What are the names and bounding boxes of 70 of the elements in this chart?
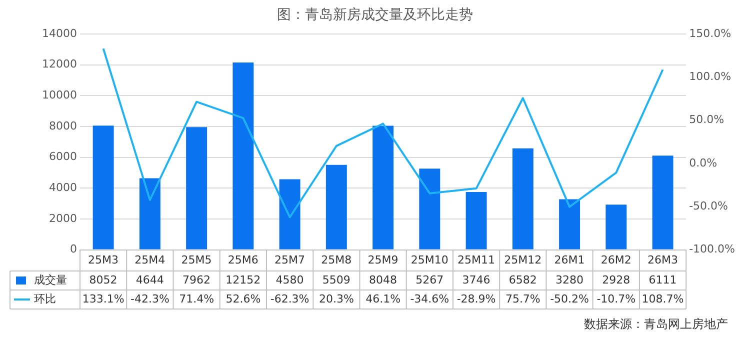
y-tick-label: 4000 — [49, 181, 77, 194]
data-label: -28.9% — [456, 292, 496, 306]
y-tick-label: 10000 — [42, 88, 77, 102]
data-label: 71.4% — [179, 292, 214, 306]
x-tick-label: 26M1 — [554, 253, 585, 266]
bar — [92, 126, 114, 250]
data-label: 6582 — [508, 273, 537, 286]
bar — [512, 148, 534, 250]
x-tick-label: 25M8 — [321, 253, 352, 266]
data-label: 5267 — [416, 273, 444, 286]
bar — [279, 179, 300, 250]
data-label: -62.3% — [270, 292, 310, 306]
legend-label: 环比 — [34, 292, 56, 306]
data-label: 7962 — [182, 273, 211, 286]
data-label: 8052 — [89, 273, 118, 286]
data-label: -10.7% — [596, 292, 636, 306]
data-label: -42.3% — [130, 292, 170, 306]
bar — [186, 127, 208, 250]
y2-tick-label: 0.0% — [689, 156, 718, 170]
data-label: -34.6% — [410, 292, 450, 306]
bar — [232, 62, 254, 250]
x-tick-label: 25M11 — [458, 253, 496, 266]
bar — [419, 168, 440, 250]
data-label: 12152 — [226, 273, 261, 286]
data-label: 4580 — [276, 273, 304, 286]
y-tick-label: 12000 — [42, 58, 77, 71]
data-label: 20.3% — [318, 292, 354, 306]
x-tick-label: 26M3 — [648, 253, 678, 266]
bar — [139, 178, 160, 250]
x-tick-label: 25M7 — [274, 253, 306, 266]
x-tick-label: 25M3 — [88, 253, 119, 266]
data-label: 3280 — [556, 273, 584, 286]
x-tick-label: 25M10 — [410, 253, 448, 266]
data-label: 2928 — [602, 273, 630, 286]
data-label: 108.7% — [642, 292, 684, 306]
data-label: 4644 — [136, 273, 164, 286]
bar — [326, 164, 347, 250]
data-label: 6111 — [648, 273, 677, 286]
x-tick-label: 25M9 — [368, 253, 398, 266]
source-note: 数据来源：青岛网上房地产 — [584, 316, 728, 333]
y2-tick-label: -100.0% — [689, 242, 736, 256]
bar — [559, 199, 580, 250]
y-tick-label: 8000 — [49, 119, 77, 132]
y2-tick-label: 100.0% — [689, 70, 732, 84]
legend-label: 成交量 — [34, 273, 67, 286]
data-label: 3746 — [462, 273, 490, 286]
data-label: 52.6% — [226, 292, 261, 306]
x-tick-label: 25M4 — [134, 253, 166, 266]
bar — [606, 204, 627, 250]
x-tick-label: 25M12 — [504, 253, 542, 266]
y-tick-label: 0 — [70, 242, 77, 256]
bar — [466, 192, 487, 250]
y-tick-label: 14000 — [42, 26, 77, 40]
y-tick-label: 2000 — [49, 212, 77, 225]
data-label: 46.1% — [366, 292, 401, 306]
data-label: 75.7% — [505, 292, 540, 306]
bar — [372, 126, 394, 250]
data-label: -50.2% — [550, 292, 589, 306]
y-tick-label: 6000 — [49, 150, 77, 164]
x-tick-label: 25M6 — [228, 253, 258, 266]
bar — [652, 156, 674, 250]
y2-tick-label: 50.0% — [689, 113, 724, 126]
chart-title: 图：青岛新房成交量及环比走势 — [276, 6, 474, 24]
x-tick-label: 25M5 — [181, 253, 212, 266]
data-label: 8048 — [369, 273, 398, 286]
x-tick-label: 26M2 — [600, 253, 632, 266]
y2-tick-label: -50.0% — [689, 200, 728, 212]
data-label: 133.1% — [82, 292, 124, 306]
data-label: 5509 — [322, 273, 350, 286]
y2-tick-label: 150.0% — [689, 26, 732, 40]
